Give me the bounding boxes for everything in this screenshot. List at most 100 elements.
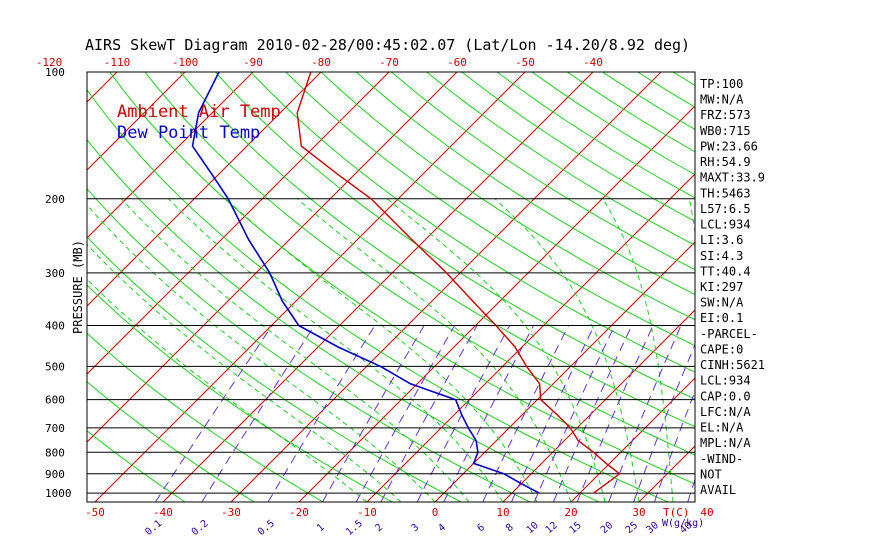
dry-adiabat-line [87, 381, 255, 502]
stability-index-entry: AVAIL [700, 483, 736, 497]
dry-adiabat-line [320, 72, 695, 321]
mixing-ratio-tick-label: 10 [525, 520, 541, 536]
dry-adiabat-line [391, 72, 695, 271]
isotherm-line [0, 72, 49, 502]
dry-adiabat-line [87, 187, 531, 502]
isotherm-line [87, 72, 458, 443]
bottom-temperature-tick-label: 0 [432, 506, 439, 519]
mixing-ratio-tick-label: 0.2 [190, 518, 211, 538]
isotherm-line [638, 445, 695, 502]
stability-index-entry: MPL:N/A [700, 436, 751, 450]
mixing-ratio-tick-label: 1.5 [344, 518, 365, 538]
dry-adiabat-line [496, 72, 695, 199]
dry-adiabat-line [179, 72, 695, 428]
mixing-ratio-tick-label: 3 [410, 522, 422, 534]
isotherm-line [87, 72, 254, 239]
plot-frame [86, 71, 696, 503]
mixing-ratio-tick-label: 4 [436, 522, 448, 534]
stability-index-entry: EI:0.1 [700, 311, 743, 325]
mixing-ratio-line [482, 325, 570, 502]
legend-dew-point-temp: Dew Point Temp [117, 123, 260, 143]
bottom-temperature-tick-label: -10 [357, 506, 377, 519]
top-temperature-tick-label: -110 [104, 56, 131, 69]
isotherm-line [298, 105, 695, 502]
stability-index-entry: -WIND- [700, 452, 743, 466]
stability-index-entry: RH:54.9 [700, 155, 751, 169]
stability-index-entry: PW:23.66 [700, 140, 758, 154]
dry-adiabat-line [87, 430, 186, 502]
mixing-ratio-line [552, 325, 633, 502]
stability-index-entry: WB0:715 [700, 124, 751, 138]
dry-adiabat-line [215, 72, 695, 400]
dry-adiabat-line [355, 72, 695, 296]
dry-adiabat-line [109, 72, 695, 485]
stability-index-entry: EL:N/A [700, 421, 744, 435]
mixing-ratio-line [576, 325, 654, 502]
mixing-ratio-line [608, 325, 682, 502]
moist-adiabat-line [168, 198, 504, 502]
isotherm-line [843, 72, 870, 502]
bottom-temperature-tick-label: -30 [221, 506, 241, 519]
top-temperature-ticks: -120 -110 -100 -90 -80 -70 -60 -50 -40 [36, 56, 603, 69]
moist-adiabat-line [87, 278, 368, 502]
pressure-tick-label: 700 [45, 422, 65, 435]
bottom-temperature-tick-label: 30 [632, 506, 645, 519]
isotherm-line [570, 377, 695, 502]
isotherm-line [87, 72, 118, 103]
moist-adiabat-line [386, 198, 606, 502]
pressure-ticks: 100 200 300 400 500 600 700 800 900 1000 [45, 66, 72, 500]
top-temperature-tick-label: -100 [172, 56, 199, 69]
mixing-ratio-tick-label: 8 [504, 522, 516, 534]
isotherm-line [87, 72, 390, 375]
stability-index-entry: MW:N/A [700, 93, 744, 107]
top-temperature-tick-label: -50 [515, 56, 535, 69]
pressure-tick-label: 200 [45, 193, 65, 206]
dry-adiabat-line [250, 72, 695, 373]
isotherm-line [87, 72, 322, 307]
stability-index-entry: NOT [700, 467, 722, 481]
mixing-ratio-line [687, 478, 695, 502]
stability-index-entry: CAPE:0 [700, 343, 743, 357]
mixing-ratio-line [322, 325, 425, 502]
bottom-temperature-tick-label: 20 [564, 506, 577, 519]
stability-index-entry: LCL:934 [700, 374, 751, 388]
stability-index-entry: CINH:5621 [700, 358, 765, 372]
isotherm-line [434, 241, 695, 502]
bottom-temperature-tick-label: -50 [85, 506, 105, 519]
stability-index-entry: LCL:934 [700, 218, 751, 232]
dry-adiabat-line [637, 72, 695, 108]
isotherm-line [775, 72, 870, 502]
pressure-tick-label: 400 [45, 320, 65, 333]
dry-adiabat-line [87, 138, 600, 502]
stability-index-entry: LI:3.6 [700, 233, 743, 247]
mixing-ratio-ticks: 0.1 0.2 0.5 1 1.5 2 3 4 6 8 10 12 15 20 25 30 40 [143, 518, 694, 538]
top-temperature-tick-label: -120 [36, 56, 63, 69]
bottom-temperature-tick-label: 40 [700, 506, 713, 519]
stability-index-entry: LFC:N/A [700, 405, 751, 419]
dry-adiabat-line [461, 72, 695, 222]
mixing-ratio-tick-label: 1 [315, 522, 327, 534]
pressure-tick-label: 600 [45, 394, 65, 407]
mixing-ratio-line [511, 325, 595, 502]
y-axis-label: PRESSURE (MB) [71, 240, 85, 334]
mixing-ratio-line [201, 325, 315, 502]
mixing-ratio-tick-label: 0.5 [256, 518, 277, 538]
mixing-ratio-line [380, 325, 478, 502]
mixing-ratio-line [267, 325, 376, 502]
mixing-ratio-unit-label: W(g/kg) [662, 518, 704, 529]
mixing-ratio-tick-label: 20 [599, 520, 615, 536]
bottom-temperature-ticks: -50 -40 -30 -20 -10 0 10 20 30 40 [85, 506, 714, 519]
stability-index-entry: -PARCEL- [700, 327, 758, 341]
stability-index-entry: KI:297 [700, 280, 743, 294]
bottom-temperature-tick-label: -40 [153, 506, 173, 519]
temperature-unit-label: T(C) [663, 506, 690, 519]
dry-adiabat-line [87, 89, 669, 502]
mixing-ratio-tick-label: 0.1 [143, 518, 164, 538]
bottom-temperature-tick-label: 10 [496, 506, 509, 519]
mixing-ratio-tick-label: 6 [475, 522, 487, 534]
mixing-ratio-tick-label: 15 [567, 520, 583, 536]
stability-index-entry: TT:40.4 [700, 264, 751, 278]
isotherm-line [94, 72, 526, 502]
